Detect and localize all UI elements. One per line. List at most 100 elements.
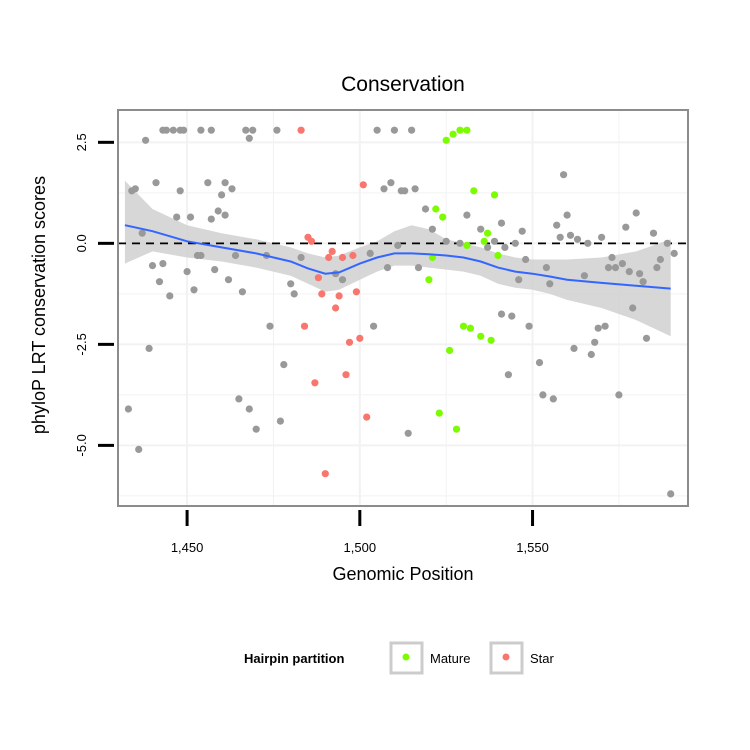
point-other (287, 280, 295, 288)
point-mature (428, 253, 436, 262)
point-other (636, 270, 644, 278)
point-other (484, 243, 492, 251)
point-other (663, 239, 671, 247)
point-star (349, 251, 357, 260)
point-mature (484, 229, 492, 237)
point-other (622, 223, 630, 231)
point-other (370, 322, 378, 330)
point-other (560, 171, 568, 179)
point-other (394, 241, 402, 249)
point-star (359, 181, 367, 189)
point-other (667, 490, 675, 498)
point-other (639, 278, 647, 286)
point-other (214, 207, 222, 215)
point-other (276, 417, 284, 425)
point-star (356, 334, 364, 342)
point-other (207, 215, 215, 223)
legend-dot-star (502, 653, 510, 661)
point-other (508, 312, 516, 320)
point-other (338, 276, 347, 284)
point-star (307, 237, 316, 245)
legend-dot-mature (402, 653, 410, 661)
point-other (525, 322, 533, 330)
point-mature (487, 336, 495, 344)
point-other (249, 126, 257, 134)
point-other (670, 249, 678, 257)
point-other (463, 211, 471, 219)
point-other (456, 239, 464, 247)
point-star (335, 292, 343, 300)
point-other (224, 276, 233, 284)
point-other (421, 205, 430, 213)
point-other (522, 255, 530, 264)
point-other (591, 338, 599, 346)
point-other (604, 264, 613, 272)
point-other (411, 185, 419, 193)
point-other (245, 134, 253, 142)
y-tick-label: 0.0 (74, 234, 89, 252)
y-axis-label: phyloP LRT conservation scores (29, 176, 49, 434)
point-other (428, 225, 436, 233)
point-other (563, 211, 571, 219)
point-other (290, 290, 298, 298)
point-other (169, 126, 177, 134)
point-other (218, 191, 226, 199)
legend-key-mature (389, 641, 424, 675)
point-star (342, 371, 350, 379)
point-mature (449, 130, 457, 138)
point-other (190, 286, 198, 294)
point-other (653, 264, 661, 272)
point-other (649, 229, 658, 237)
point-mature (477, 332, 485, 340)
legend-title: Hairpin partition (244, 651, 344, 666)
point-mature (425, 276, 433, 284)
point-other (135, 445, 143, 453)
point-other (252, 425, 260, 433)
point-other (221, 179, 229, 187)
point-mature (432, 205, 440, 213)
point-other (549, 395, 557, 403)
point-other (383, 264, 392, 272)
point-other (556, 233, 564, 241)
confidence-ribbon-layer (124, 180, 671, 337)
point-other (180, 126, 188, 134)
y-axis: 2.5 0.0 -2.5 -5.0 (74, 133, 114, 457)
point-other (273, 126, 281, 134)
point-other (380, 185, 388, 193)
point-other (632, 209, 640, 217)
point-other (145, 344, 153, 352)
point-other (131, 185, 139, 193)
confidence-ribbon (124, 180, 671, 337)
point-star (321, 470, 329, 478)
point-other (611, 264, 620, 272)
point-star (352, 288, 360, 296)
point-other (598, 233, 606, 241)
point-star (363, 413, 371, 421)
point-other (497, 310, 506, 318)
point-other (573, 235, 582, 243)
point-mature (463, 126, 471, 134)
point-star (325, 253, 333, 262)
point-other (570, 344, 578, 352)
point-star (338, 253, 347, 262)
point-other (515, 276, 523, 284)
point-other (401, 187, 409, 195)
point-other (608, 253, 616, 262)
point-other (580, 272, 589, 280)
point-other (280, 361, 288, 369)
point-other (477, 225, 485, 233)
point-star (314, 274, 322, 282)
point-mature (470, 187, 478, 195)
x-axis: 1,450 1,500 1,550 (171, 510, 549, 555)
point-other (518, 227, 526, 235)
point-other (159, 260, 167, 268)
point-star (318, 290, 326, 298)
point-other (387, 179, 395, 187)
point-star (297, 126, 305, 134)
y-tick-label: 2.5 (74, 133, 89, 151)
point-other (535, 359, 544, 367)
point-other (204, 179, 212, 187)
point-other (542, 264, 551, 272)
point-mature (435, 409, 443, 417)
